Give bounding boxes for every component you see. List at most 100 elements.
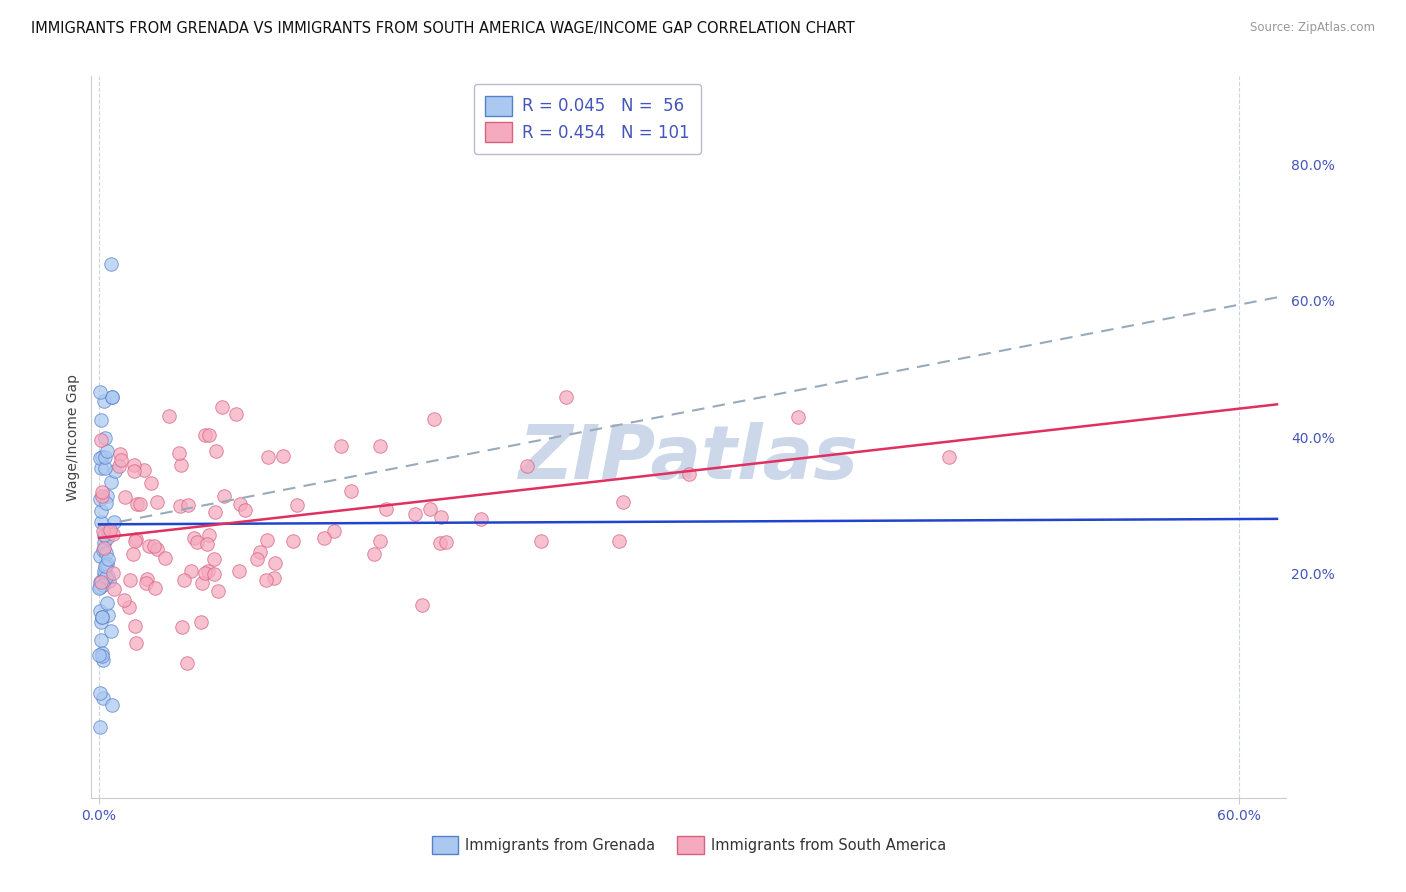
Point: [204, 506, 226, 520]
Point: [94, 546, 117, 560]
Point: [96, 531, 118, 545]
Point: [340, 484, 363, 499]
Point: [194, 428, 217, 442]
Point: [93, 690, 115, 705]
Point: [138, 539, 160, 553]
Point: [110, 447, 132, 461]
Point: [93, 567, 115, 582]
Point: [91, 450, 114, 464]
Point: [89, 384, 111, 399]
Point: [329, 438, 352, 452]
Point: [170, 620, 193, 634]
Point: [233, 503, 256, 517]
Point: [101, 390, 124, 404]
Point: [135, 576, 157, 591]
Point: [204, 443, 226, 458]
Point: [114, 490, 136, 504]
Point: [436, 535, 458, 549]
Point: [93, 541, 115, 556]
Point: [101, 566, 124, 580]
Legend: Immigrants from Grenada, Immigrants from South America: Immigrants from Grenada, Immigrants from…: [426, 830, 952, 860]
Point: [249, 545, 271, 559]
Point: [186, 535, 208, 549]
Point: [104, 464, 127, 478]
Point: [94, 570, 117, 584]
Point: [94, 559, 117, 574]
Point: [374, 502, 396, 516]
Point: [197, 428, 219, 442]
Point: [90, 412, 112, 426]
Point: [132, 463, 155, 477]
Point: [90, 460, 112, 475]
Point: [97, 574, 120, 588]
Point: [368, 439, 391, 453]
Point: [93, 536, 115, 550]
Point: [173, 573, 195, 587]
Point: [256, 450, 278, 464]
Point: [254, 573, 277, 587]
Point: [142, 539, 165, 553]
Point: [146, 495, 169, 509]
Y-axis label: Wage/Income Gap: Wage/Income Gap: [66, 374, 80, 500]
Point: [180, 564, 202, 578]
Point: [214, 489, 236, 503]
Point: [263, 571, 285, 585]
Point: [153, 550, 176, 565]
Point: [94, 432, 117, 446]
Point: [98, 523, 121, 537]
Text: ZIPatlas: ZIPatlas: [519, 422, 859, 495]
Point: [146, 542, 169, 557]
Point: [90, 574, 112, 589]
Point: [103, 515, 125, 529]
Point: [90, 503, 112, 517]
Point: [136, 572, 159, 586]
Point: [607, 534, 630, 549]
Point: [363, 547, 385, 561]
Point: [263, 556, 285, 570]
Point: [96, 444, 118, 458]
Point: [91, 648, 114, 663]
Point: [100, 475, 122, 490]
Point: [938, 450, 960, 465]
Point: [128, 497, 150, 511]
Point: [122, 458, 145, 473]
Point: [97, 569, 120, 583]
Point: [256, 533, 278, 548]
Text: Source: ZipAtlas.com: Source: ZipAtlas.com: [1250, 21, 1375, 35]
Point: [225, 407, 247, 421]
Point: [91, 646, 114, 660]
Point: [124, 534, 146, 549]
Point: [89, 574, 111, 589]
Point: [470, 511, 492, 525]
Point: [411, 599, 433, 613]
Point: [176, 657, 198, 671]
Point: [96, 558, 118, 572]
Point: [89, 720, 111, 734]
Point: [90, 485, 112, 500]
Point: [94, 460, 117, 475]
Point: [177, 498, 200, 512]
Point: [89, 581, 111, 595]
Point: [91, 543, 114, 558]
Point: [103, 582, 125, 597]
Point: [97, 524, 120, 539]
Point: [120, 574, 142, 588]
Point: [198, 528, 221, 542]
Point: [530, 533, 553, 548]
Point: [169, 446, 191, 460]
Point: [195, 537, 218, 551]
Point: [419, 502, 441, 516]
Point: [90, 433, 112, 447]
Point: [89, 450, 111, 465]
Point: [125, 532, 148, 546]
Point: [312, 531, 335, 545]
Point: [194, 566, 217, 581]
Point: [91, 609, 114, 624]
Point: [404, 508, 426, 522]
Point: [96, 558, 118, 572]
Point: [100, 624, 122, 638]
Point: [211, 401, 233, 415]
Point: [368, 533, 391, 548]
Point: [89, 604, 111, 618]
Point: [122, 464, 145, 478]
